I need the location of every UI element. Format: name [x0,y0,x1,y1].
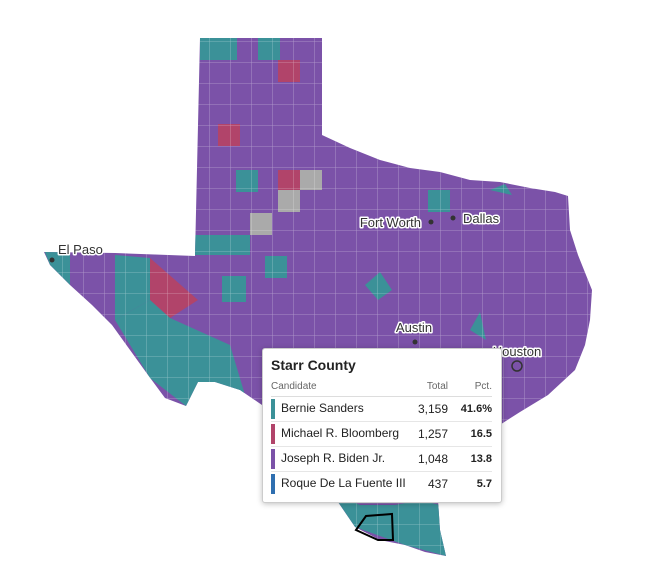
total: 437 [427,477,448,491]
percent: 5.7 [476,478,492,490]
percent: 16.5 [448,421,492,447]
city-label: Houston [493,344,541,359]
percent: 13.8 [448,446,492,472]
header: Pct. [448,381,492,397]
candidate-cell: Michael R. Bloomberg [271,421,416,447]
candidate-name: Joseph R. Biden Jr. [281,451,386,466]
total: 1,048 [415,446,448,472]
city-dot [450,215,456,221]
city-label: Dallas [463,211,500,226]
result-row: Joseph R. Biden Jr. 1,048 13.8 [271,446,492,472]
city-label: Fort Worth [360,215,421,230]
rows: Bernie Sanders 3,159 41.6% Michael R. Bloom… [271,396,492,497]
percent: 41.6% [448,396,492,422]
total: 3,159 [415,396,448,422]
results-table: Candidate Total Pct. Bernie Sanders 3,159… [271,381,492,496]
city-dot [511,360,523,372]
header: Total [415,381,448,397]
candidate-cell: Roque De La Fuente III [271,472,416,497]
candidate-name: Bernie Sanders [281,401,364,416]
header: Candidate [271,381,416,397]
color-swatch [271,449,275,469]
color-swatch [271,399,275,419]
result-row: Roque De La Fuente III 437 5.7 [271,472,492,497]
selected-county[interactable] [354,512,395,541]
candidate-name: Michael R. Bloomberg [281,426,400,441]
tooltip-title: Starr County [271,357,356,373]
tooltip: Starr County Candidate Total Pct. Bernie… [262,348,502,503]
result-row: Bernie Sanders 3,159 41.6% [271,396,492,422]
result-row: Michael R. Bloomberg 1,257 16.5 [271,421,492,447]
city-dot [412,339,418,345]
color-swatch [271,474,275,494]
city-label: El Paso [58,242,103,257]
candidate-cell: Joseph R. Biden Jr. [271,446,416,472]
color-swatch [271,424,275,444]
candidate-name: Roque De La Fuente III [281,476,406,491]
city-label: Austin [396,320,432,335]
candidate-cell: Bernie Sanders [271,396,416,422]
total: 1,257 [415,421,448,447]
city-dot [49,257,55,263]
city-dot [428,219,434,225]
